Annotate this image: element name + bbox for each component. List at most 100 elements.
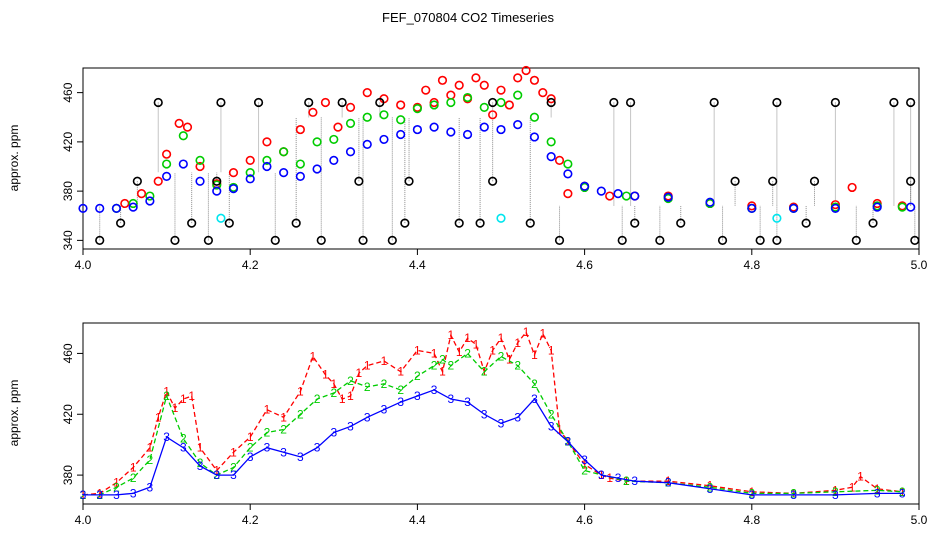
blue-point [630, 191, 640, 201]
green-marker: 2 [381, 377, 388, 391]
black-point [906, 97, 916, 108]
blue-marker: 3 [531, 392, 538, 406]
cyan-point [496, 213, 506, 223]
blue-marker: 3 [514, 410, 521, 424]
red-point [546, 94, 556, 104]
blue-marker: 3 [414, 389, 421, 403]
top-axes: 4.0 4.2 4.4 4.6 4.8 5.0 340 380 420 460 [61, 82, 928, 272]
blue-point [496, 124, 506, 135]
green-point [279, 147, 289, 157]
green-marker: 2 [548, 407, 555, 421]
red-point [529, 75, 540, 85]
green-point [429, 100, 439, 110]
blue-point [212, 186, 222, 196]
top-y-tick-label: 420 [61, 132, 75, 152]
blue-point [362, 139, 372, 149]
blue-marker: 3 [615, 471, 622, 485]
top-data-marks [78, 65, 920, 245]
green-marker: 2 [874, 483, 881, 497]
red-marker: 1 [414, 343, 421, 357]
blue-marker: 3 [113, 488, 120, 502]
black-point [617, 235, 627, 245]
red-marker: 1 [381, 354, 388, 368]
red-marker: 1 [456, 345, 463, 359]
green-point [178, 131, 188, 141]
black-point [253, 97, 264, 108]
red-point [228, 168, 239, 178]
black-point [546, 97, 556, 108]
black-point [830, 97, 841, 108]
red-point [262, 137, 272, 147]
green-marker: 2 [514, 359, 521, 373]
red-marker: 1 [113, 476, 120, 490]
black-point [768, 176, 778, 186]
blue-point [830, 203, 841, 213]
red-point [362, 88, 372, 98]
blue-point [195, 176, 205, 186]
black-point [203, 235, 213, 245]
red-point [333, 122, 343, 132]
red-point [320, 97, 331, 108]
top-x-tick-label: 4.8 [743, 258, 760, 272]
red-point [421, 85, 431, 95]
blue-marker: 3 [581, 453, 588, 467]
green-marker: 2 [748, 486, 755, 500]
red-point [295, 124, 305, 135]
red-marker: 1 [330, 377, 337, 391]
blue-marker: 3 [598, 468, 605, 482]
black-point [387, 235, 397, 245]
top-y-tick-label: 340 [61, 230, 75, 250]
blue-point [279, 168, 289, 178]
green-point [195, 155, 205, 165]
red-marker: 1 [899, 485, 906, 499]
black-point [95, 235, 105, 245]
bottom-x-tick-label: 4.8 [743, 513, 760, 527]
blue-point [295, 171, 305, 181]
top-x-tick-label: 4.2 [242, 258, 259, 272]
blue-point [513, 120, 523, 130]
black-point [554, 235, 565, 245]
red-marker: 1 [857, 470, 864, 484]
bottom-axes: 4.0 4.2 4.4 4.6 4.8 5.0 380 420 460 [61, 343, 928, 527]
blue-point [396, 129, 406, 140]
green-marker: 2 [180, 432, 187, 446]
green-marker: 2 [314, 392, 321, 406]
green-point [245, 168, 255, 178]
bottom-y-tick-label: 420 [61, 404, 75, 424]
blue-point [563, 169, 573, 179]
red-point [195, 161, 205, 172]
blue-marker: 3 [80, 488, 87, 502]
red-marker: 1 [213, 464, 220, 478]
green-marker: 2 [790, 486, 797, 500]
black-point [801, 218, 811, 228]
blue-point [788, 203, 799, 213]
black-point [270, 235, 280, 245]
black-point [488, 176, 498, 186]
blue-marker: 3 [790, 488, 797, 502]
green-point [212, 180, 222, 190]
black-point [488, 97, 498, 108]
top-plot-frame [82, 67, 920, 250]
black-point [755, 235, 765, 245]
red-marker: 1 [310, 349, 317, 363]
green-marker: 2 [147, 453, 154, 467]
red-marker: 1 [548, 343, 555, 357]
red-marker: 1 [96, 486, 103, 500]
blue-point [872, 202, 882, 212]
blue-marker: 3 [163, 430, 170, 444]
black-point [889, 97, 899, 108]
black-point [358, 235, 368, 245]
green-point [345, 118, 356, 129]
blue-point [128, 202, 138, 212]
black-point [730, 176, 740, 186]
blue-marker: 3 [665, 476, 672, 490]
green-series-line [83, 352, 903, 496]
red-point [847, 182, 857, 193]
red-point [454, 80, 464, 90]
blue-marker: 3 [498, 416, 505, 430]
black-point [655, 235, 665, 245]
blue-point [312, 164, 322, 174]
green-point [396, 115, 406, 125]
red-point [174, 118, 184, 129]
